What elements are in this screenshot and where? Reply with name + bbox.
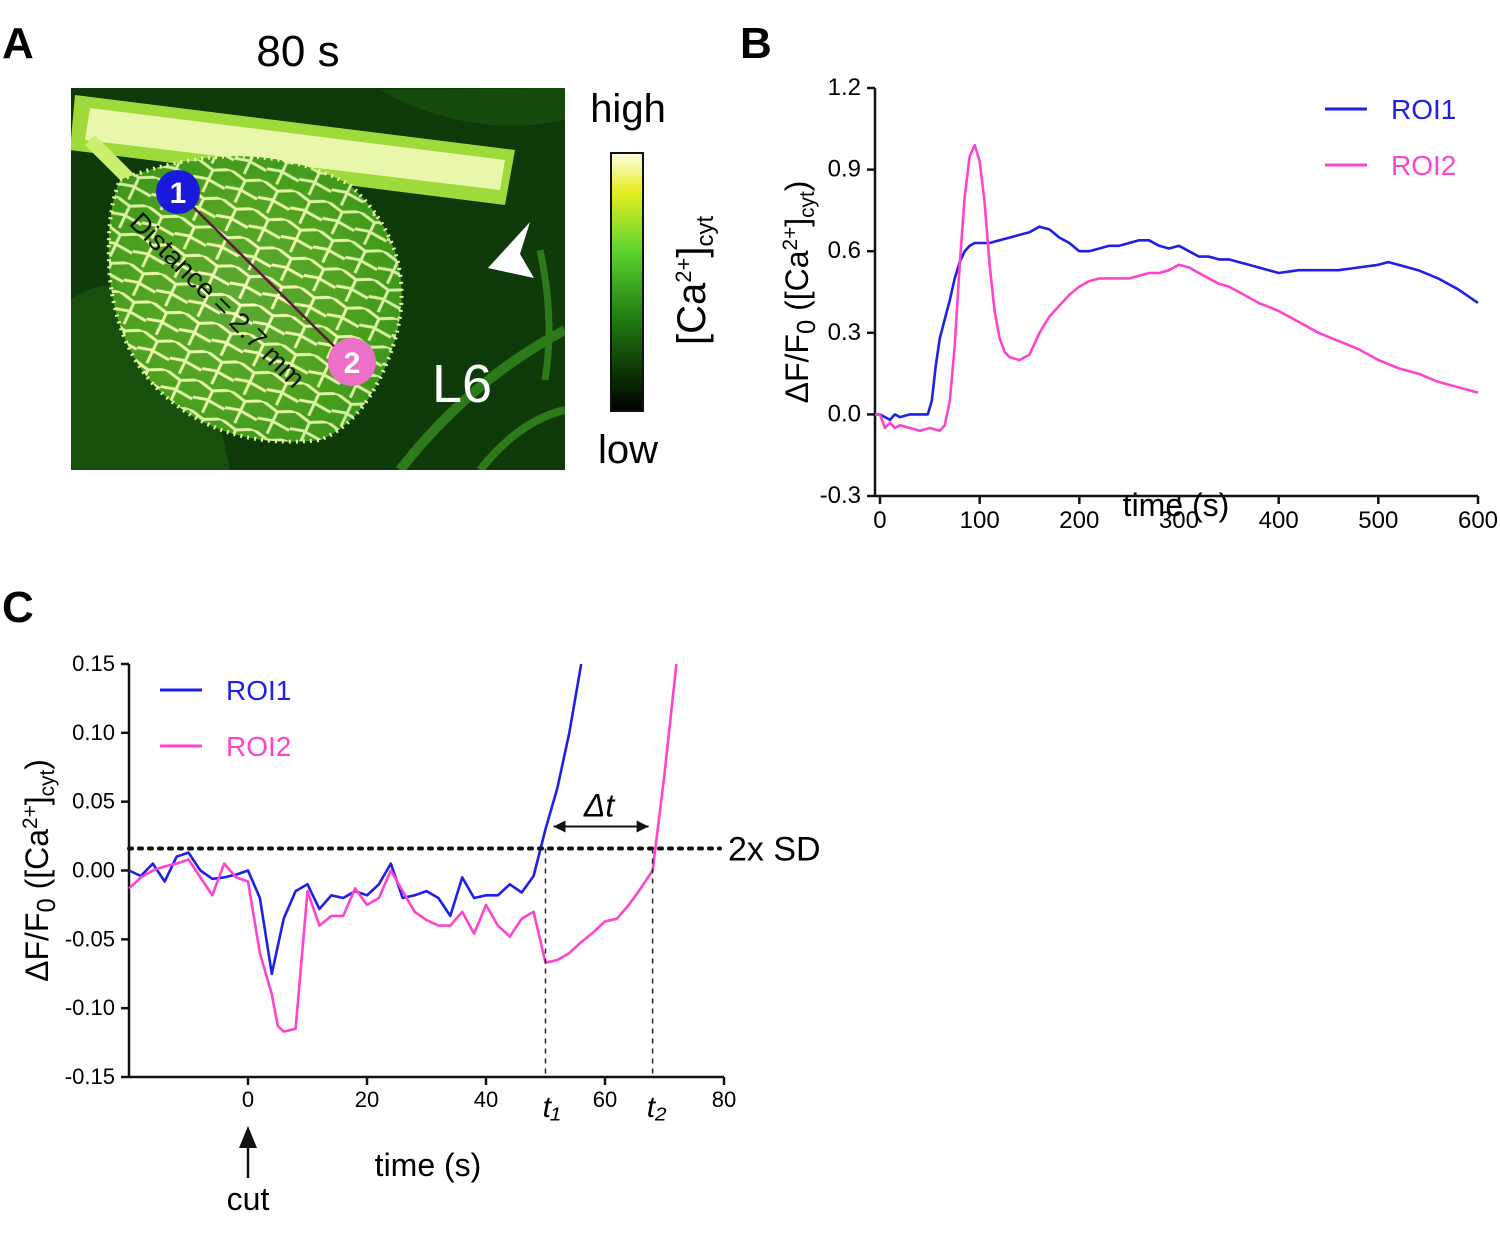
series-line-roi2 — [875, 143, 1479, 432]
y-tick-label: 0.3 — [828, 319, 861, 346]
x-axis-label: time (s) — [375, 1147, 482, 1183]
x-tick-label: 300 — [1159, 507, 1199, 534]
y-tick-label: 1.2 — [828, 74, 861, 101]
panel-b-letter: B — [740, 19, 772, 68]
roi2-number: 2 — [344, 347, 361, 380]
arrowhead-icon — [488, 222, 534, 278]
y-tick-label: -0.10 — [65, 995, 115, 1020]
colorbar — [610, 152, 644, 412]
x-tick-label: 500 — [1358, 507, 1398, 534]
y-axis-label: ΔF/F0 ([Ca2+]cyt) — [19, 759, 61, 982]
arrow-left-icon — [553, 820, 566, 833]
panel-a-letter: A — [2, 19, 34, 68]
y-tick-label: 0.10 — [72, 720, 115, 745]
t2-label: t₂ — [647, 1091, 667, 1124]
series-line-roi1 — [128, 663, 583, 976]
legend-label-roi1: ROI1 — [1391, 94, 1456, 125]
y-tick-label: 0.15 — [72, 651, 115, 676]
x-tick-label: 60 — [593, 1087, 617, 1112]
x-tick-label: 600 — [1458, 507, 1498, 534]
x-tick-label: 40 — [474, 1087, 498, 1112]
y-tick-label: -0.3 — [820, 482, 861, 509]
panel-c-letter: C — [2, 583, 34, 632]
x-tick-label: 100 — [960, 507, 1000, 534]
y-tick-label: -0.05 — [65, 926, 115, 951]
arrow-right-icon — [636, 820, 649, 833]
panel-a-time-label: 80 s — [256, 27, 339, 76]
series-line-roi1 — [875, 225, 1479, 422]
distance-line — [177, 191, 351, 363]
y-tick-label: 0.9 — [828, 156, 861, 183]
legend-label-roi2: ROI2 — [226, 731, 291, 762]
y-axis-label: ΔF/F0 ([Ca2+]cyt) — [779, 181, 821, 404]
y-tick-label: 0.6 — [828, 237, 861, 264]
y-tick-label: 0.05 — [72, 789, 115, 814]
microscopy-image — [71, 88, 565, 470]
y-tick-label: -0.15 — [65, 1064, 115, 1089]
t1-label: t₁ — [543, 1091, 561, 1124]
arrow-up-icon — [239, 1126, 257, 1148]
y-tick-label: 0.00 — [72, 858, 115, 883]
x-tick-label: 400 — [1259, 507, 1299, 534]
x-tick-label: 0 — [873, 507, 886, 534]
chart-c: -0.15 -0.10 -0.05 0.00 0.05 0.10 0.15 0 20 40 60 80… — [19, 651, 821, 1217]
legend-label-roi1: ROI1 — [226, 675, 291, 706]
leaf-label: L6 — [432, 354, 492, 414]
colorbar-label: [Ca2+]cyt — [670, 216, 719, 345]
delta-t-label: Δt — [583, 787, 615, 823]
legend-label-roi2: ROI2 — [1391, 150, 1456, 181]
roi1-number: 1 — [170, 177, 187, 210]
roi1-marker: 1 — [156, 170, 200, 214]
x-tick-label: 20 — [355, 1087, 379, 1112]
series-line-roi2 — [128, 663, 678, 1033]
colorbar-low-label: low — [598, 428, 658, 472]
cut-label: cut — [227, 1181, 270, 1217]
x-axis-label: time (s) — [1123, 487, 1230, 523]
y-tick-label: 0.0 — [828, 400, 861, 427]
x-tick-label: 0 — [242, 1087, 254, 1112]
x-tick-label: 200 — [1059, 507, 1099, 534]
colorbar-high-label: high — [590, 87, 666, 131]
roi2-marker: 2 — [328, 338, 376, 386]
x-tick-label: 80 — [712, 1087, 736, 1112]
threshold-label: 2x SD — [728, 830, 821, 868]
chart-b: -0.3 0.0 0.3 0.6 0.9 1.2 0 100 200 300 400 500 600 ti… — [779, 74, 1498, 534]
